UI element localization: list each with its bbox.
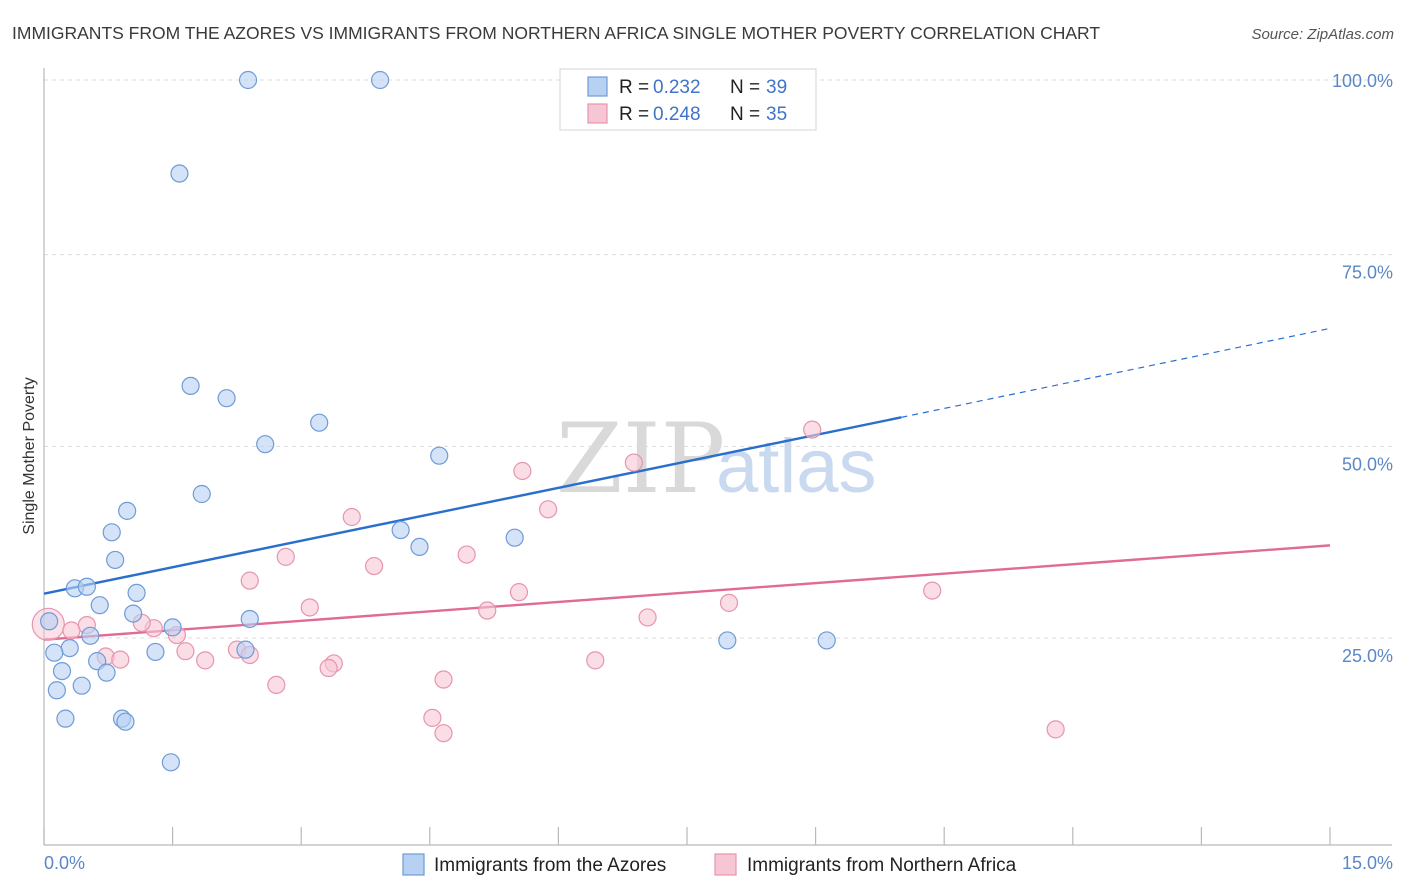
watermark-atlas: atlas [716,424,877,509]
point-azores [238,70,258,90]
point-azores [146,642,165,662]
legend-r-value-africa: 0.248 [653,104,701,125]
legend-n-value-azores: 39 [766,77,787,98]
point-azores [56,709,75,728]
y-axis-label: Single Mother Poverty [21,377,38,534]
point-azores [118,501,137,520]
legend-n-label-africa: N = [730,104,760,125]
point-azores [81,626,100,645]
point-azores [72,676,91,695]
y-tick-label: 100.0% [1332,71,1393,91]
point-azores [505,528,524,547]
series-legend-label-azores: Immigrants from the Azores [434,855,666,876]
chart-title: IMMIGRANTS FROM THE AZORES VS IMMIGRANTS… [12,23,1100,43]
point-azores [90,596,109,615]
point-azores [97,663,116,682]
point-africa [539,500,558,519]
correlation-legend: R = 0.232 N = 39 R = 0.248 N = 35 [559,68,817,131]
point-africa [240,571,259,590]
point-africa [267,675,286,695]
point-azores [52,661,72,681]
point-africa [176,642,195,661]
point-azores [60,638,79,658]
chart-source: Source: ZipAtlas.com [1251,26,1394,43]
point-azores [47,681,66,700]
point-azores [410,537,429,557]
point-africa [638,608,657,627]
point-africa [300,598,319,617]
trend-line-azores [43,416,902,595]
point-azores [124,604,143,623]
series-legend: Immigrants from the Azores Immigrants fr… [402,853,1017,876]
legend-swatch-africa [587,103,608,124]
legend-n-value-africa: 35 [766,104,787,125]
x-tick-label: 0.0% [44,853,85,873]
point-azores [163,618,182,637]
point-azores [310,413,329,432]
point-africa [111,650,130,669]
legend-r-label-azores: R = [619,77,649,98]
point-africa [1046,720,1065,739]
point-azores [718,631,737,650]
point-azores [77,577,96,596]
point-azores [256,435,275,454]
trend-line-azores-extension [901,327,1331,418]
point-azores [370,70,390,90]
series-legend-swatch-africa [714,853,737,876]
legend-swatch-azores [587,76,608,97]
point-azores [170,164,189,183]
point-africa [364,556,384,576]
series-legend-label-africa: Immigrants from Northern Africa [747,855,1017,876]
legend-n-label-azores: N = [730,77,760,98]
point-azores [45,643,64,662]
point-africa [586,651,605,670]
point-africa [434,670,453,689]
point-africa [513,461,532,481]
point-africa [457,545,476,564]
point-africa [423,708,442,727]
point-azores [391,520,410,540]
point-azores [817,631,836,650]
point-africa [276,547,295,566]
x-tick-labels: 0.0% 15.0% [44,853,1393,873]
point-africa [803,420,822,439]
point-azores [240,609,259,629]
point-azores [127,583,146,603]
gridlines [44,79,1392,639]
point-azores [102,523,121,542]
y-tick-label: 25.0% [1342,646,1393,666]
y-tick-labels: 25.0% 50.0% 75.0% 100.0% [1332,71,1393,666]
point-africa [434,724,453,743]
watermark: ZIP atlas [556,403,877,515]
trend-line-africa [43,544,1331,641]
point-africa [478,601,497,620]
point-azores [430,446,449,465]
point-azores [116,712,135,731]
point-africa [62,621,81,640]
point-azores [217,389,236,408]
series-legend-swatch-azores [402,853,425,876]
point-azores [40,612,59,631]
point-azores [236,640,255,659]
y-tick-label: 50.0% [1342,454,1393,474]
point-azores [181,376,200,395]
point-africa [719,593,739,612]
point-azores [161,753,180,772]
point-africa [196,651,215,670]
legend-r-value-azores: 0.232 [653,77,701,98]
point-africa [624,453,643,472]
data-points [31,70,1065,772]
point-africa [923,581,942,600]
trend-lines [43,327,1331,641]
point-africa [319,658,338,678]
axes [43,68,1392,846]
y-tick-label: 75.0% [1342,263,1393,283]
point-azores [192,484,211,504]
x-tick-label: 15.0% [1342,853,1393,873]
point-africa [342,507,361,527]
legend-r-label-africa: R = [619,104,649,125]
point-africa [509,583,529,602]
point-azores [106,550,125,570]
